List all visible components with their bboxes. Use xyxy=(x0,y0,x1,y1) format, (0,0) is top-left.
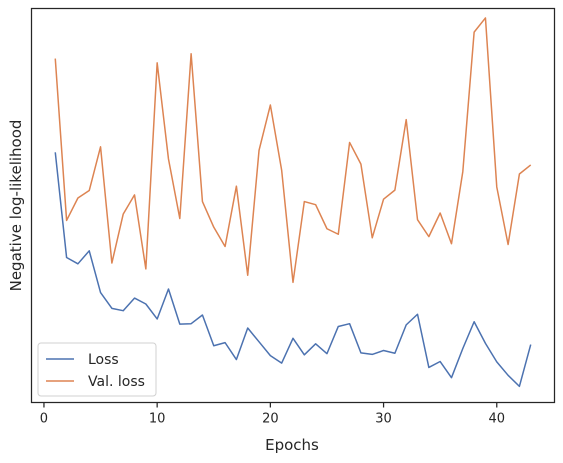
x-tick-label: 30 xyxy=(375,412,392,427)
x-tick-label: 0 xyxy=(40,412,48,427)
y-axis-label: Negative log-likelihood xyxy=(7,120,25,292)
series-line-loss xyxy=(54,152,532,388)
x-tick-label: 40 xyxy=(488,412,505,427)
x-tick-label: 10 xyxy=(149,412,166,427)
legend: Loss Val. loss xyxy=(37,342,157,397)
legend-label-val-loss: Val. loss xyxy=(88,374,145,390)
legend-box xyxy=(37,342,157,397)
legend-label-loss: Loss xyxy=(88,352,119,368)
series-line-val-loss xyxy=(54,17,532,284)
x-tick-label: 20 xyxy=(262,412,279,427)
series-layer xyxy=(54,17,532,388)
x-axis-label: Epochs xyxy=(265,436,319,454)
x-axis-ticks: 0 10 20 30 40 xyxy=(40,402,505,427)
